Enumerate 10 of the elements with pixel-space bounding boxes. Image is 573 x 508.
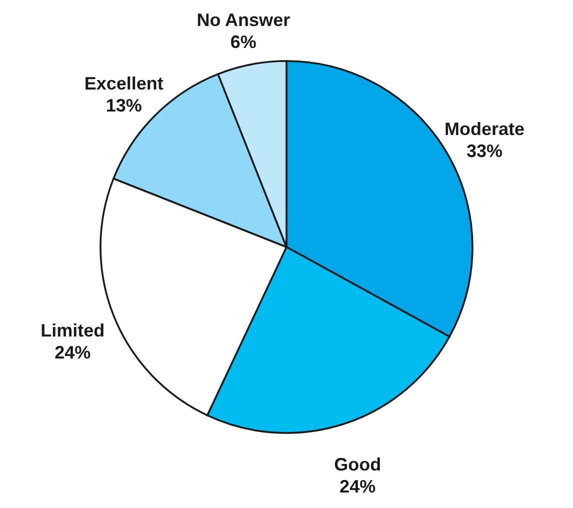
slice-label: Limited [40,320,105,341]
data-label: 24% [54,342,91,363]
slice-label: No Answer [196,10,290,30]
data-label: 13% [106,95,142,116]
slice-label: Good [334,454,382,475]
data-label: 6% [230,32,256,52]
slice-label: Excellent [84,73,164,94]
slice-label: Moderate [444,118,524,139]
data-label: 24% [340,476,376,497]
data-label: 33% [466,140,502,161]
